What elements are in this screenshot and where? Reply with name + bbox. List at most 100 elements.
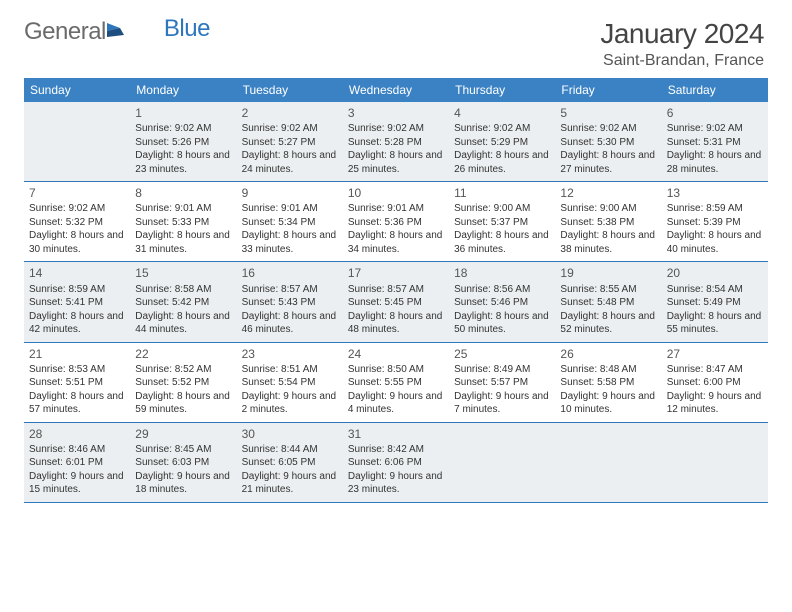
sunset-text: Sunset: 5:54 PM (242, 376, 338, 390)
weekday-header: Monday (130, 78, 236, 102)
daylight-text: Daylight: 8 hours and 27 minutes. (560, 149, 656, 176)
brand-text-b: Blue (164, 15, 210, 43)
week-row: 21Sunrise: 8:53 AMSunset: 5:51 PMDayligh… (24, 343, 768, 423)
sunset-text: Sunset: 5:41 PM (29, 296, 125, 310)
day-cell: 4Sunrise: 9:02 AMSunset: 5:29 PMDaylight… (449, 102, 555, 181)
sunrise-text: Sunrise: 9:02 AM (454, 122, 550, 136)
sunrise-text: Sunrise: 8:53 AM (29, 363, 125, 377)
day-cell: 22Sunrise: 8:52 AMSunset: 5:52 PMDayligh… (130, 343, 236, 422)
week-row: 1Sunrise: 9:02 AMSunset: 5:26 PMDaylight… (24, 102, 768, 182)
daylight-text: Daylight: 8 hours and 42 minutes. (29, 310, 125, 337)
sunrise-text: Sunrise: 8:56 AM (454, 283, 550, 297)
daylight-text: Daylight: 9 hours and 15 minutes. (29, 470, 125, 497)
sunrise-text: Sunrise: 8:47 AM (667, 363, 763, 377)
sunrise-text: Sunrise: 8:55 AM (560, 283, 656, 297)
sunset-text: Sunset: 5:36 PM (348, 216, 444, 230)
daylight-text: Daylight: 9 hours and 23 minutes. (348, 470, 444, 497)
day-number: 14 (29, 265, 125, 281)
day-cell: 15 Sunrise: 8:58 AMSunset: 5:42 PMDayligh… (130, 262, 236, 341)
day-number: 9 (242, 185, 338, 201)
daylight-text: Daylight: 8 hours and 26 minutes. (454, 149, 550, 176)
day-cell: 8Sunrise: 9:01 AMSunset: 5:33 PMDaylight… (130, 182, 236, 261)
day-number: 22 (135, 346, 231, 362)
sunrise-text: Sunrise: 8:48 AM (560, 363, 656, 377)
sunrise-text: Sunrise: 8:57 AM (348, 283, 444, 297)
day-cell: 30Sunrise: 8:44 AMSunset: 6:05 PMDayligh… (237, 423, 343, 502)
daylight-text: Daylight: 8 hours and 38 minutes. (560, 229, 656, 256)
day-number: 6 (667, 105, 763, 121)
day-cell (24, 102, 130, 181)
day-cell: 24Sunrise: 8:50 AMSunset: 5:55 PMDayligh… (343, 343, 449, 422)
daylight-text: Daylight: 9 hours and 10 minutes. (560, 390, 656, 417)
sunset-text: Sunset: 5:30 PM (560, 136, 656, 150)
sunrise-text: Sunrise: 8:52 AM (135, 363, 231, 377)
sunrise-text: Sunrise: 8:44 AM (242, 443, 338, 457)
day-cell: 31Sunrise: 8:42 AMSunset: 6:06 PMDayligh… (343, 423, 449, 502)
sunset-text: Sunset: 5:49 PM (667, 296, 763, 310)
daylight-text: Daylight: 8 hours and 57 minutes. (29, 390, 125, 417)
daylight-text: Daylight: 8 hours and 36 minutes. (454, 229, 550, 256)
daylight-text: Daylight: 8 hours and 50 minutes. (454, 310, 550, 337)
location-label: Saint-Brandan, France (600, 52, 764, 70)
sunrise-text: Sunrise: 9:00 AM (454, 202, 550, 216)
sunset-text: Sunset: 5:34 PM (242, 216, 338, 230)
sunrise-text: Sunrise: 8:58 AM (135, 283, 231, 297)
sunset-text: Sunset: 5:31 PM (667, 136, 763, 150)
daylight-text: Daylight: 8 hours and 23 minutes. (135, 149, 231, 176)
day-cell: 10Sunrise: 9:01 AMSunset: 5:36 PMDayligh… (343, 182, 449, 261)
sunrise-text: Sunrise: 9:02 AM (348, 122, 444, 136)
day-number: 8 (135, 185, 231, 201)
sunrise-text: Sunrise: 9:02 AM (667, 122, 763, 136)
sunset-text: Sunset: 5:38 PM (560, 216, 656, 230)
sunset-text: Sunset: 6:01 PM (29, 456, 125, 470)
sunset-text: Sunset: 5:48 PM (560, 296, 656, 310)
sunrise-text: Sunrise: 9:02 AM (560, 122, 656, 136)
daylight-text: Daylight: 8 hours and 44 minutes. (135, 310, 231, 337)
sunset-text: Sunset: 5:27 PM (242, 136, 338, 150)
day-cell: 23Sunrise: 8:51 AMSunset: 5:54 PMDayligh… (237, 343, 343, 422)
week-row: 7Sunrise: 9:02 AMSunset: 5:32 PMDaylight… (24, 182, 768, 262)
day-cell: 2Sunrise: 9:02 AMSunset: 5:27 PMDaylight… (237, 102, 343, 181)
day-number: 16 (242, 265, 338, 281)
sunrise-text: Sunrise: 9:01 AM (348, 202, 444, 216)
sunset-text: Sunset: 5:55 PM (348, 376, 444, 390)
day-number: 5 (560, 105, 656, 121)
day-cell (449, 423, 555, 502)
day-number: 20 (667, 265, 763, 281)
day-cell: 9Sunrise: 9:01 AMSunset: 5:34 PMDaylight… (237, 182, 343, 261)
sunrise-text: Sunrise: 8:54 AM (667, 283, 763, 297)
day-number: 25 (454, 346, 550, 362)
daylight-text: Daylight: 8 hours and 34 minutes. (348, 229, 444, 256)
sunrise-text: Sunrise: 8:49 AM (454, 363, 550, 377)
daylight-text: Daylight: 8 hours and 33 minutes. (242, 229, 338, 256)
day-number: 7 (29, 185, 125, 201)
day-number: 28 (29, 426, 125, 442)
day-number: 21 (29, 346, 125, 362)
sunset-text: Sunset: 6:03 PM (135, 456, 231, 470)
daylight-text: Daylight: 9 hours and 7 minutes. (454, 390, 550, 417)
sunrise-text: Sunrise: 8:57 AM (242, 283, 338, 297)
day-cell: 19Sunrise: 8:55 AMSunset: 5:48 PMDayligh… (555, 262, 661, 341)
day-number: 12 (560, 185, 656, 201)
weekday-header: Sunday (24, 78, 130, 102)
day-number: 19 (560, 265, 656, 281)
sunset-text: Sunset: 5:57 PM (454, 376, 550, 390)
sunrise-text: Sunrise: 9:02 AM (135, 122, 231, 136)
sunset-text: Sunset: 5:45 PM (348, 296, 444, 310)
sunset-text: Sunset: 5:42 PM (135, 296, 231, 310)
sunrise-text: Sunrise: 8:45 AM (135, 443, 231, 457)
day-number: 10 (348, 185, 444, 201)
sunset-text: Sunset: 5:37 PM (454, 216, 550, 230)
sunset-text: Sunset: 5:46 PM (454, 296, 550, 310)
daylight-text: Daylight: 9 hours and 21 minutes. (242, 470, 338, 497)
sunset-text: Sunset: 5:43 PM (242, 296, 338, 310)
sunrise-text: Sunrise: 8:59 AM (29, 283, 125, 297)
day-cell (555, 423, 661, 502)
sunrise-text: Sunrise: 9:01 AM (242, 202, 338, 216)
day-cell: 28Sunrise: 8:46 AMSunset: 6:01 PMDayligh… (24, 423, 130, 502)
sunset-text: Sunset: 5:58 PM (560, 376, 656, 390)
day-number: 15 (135, 265, 231, 281)
day-cell (662, 423, 768, 502)
sunrise-text: Sunrise: 9:02 AM (242, 122, 338, 136)
day-cell: 17Sunrise: 8:57 AMSunset: 5:45 PMDayligh… (343, 262, 449, 341)
